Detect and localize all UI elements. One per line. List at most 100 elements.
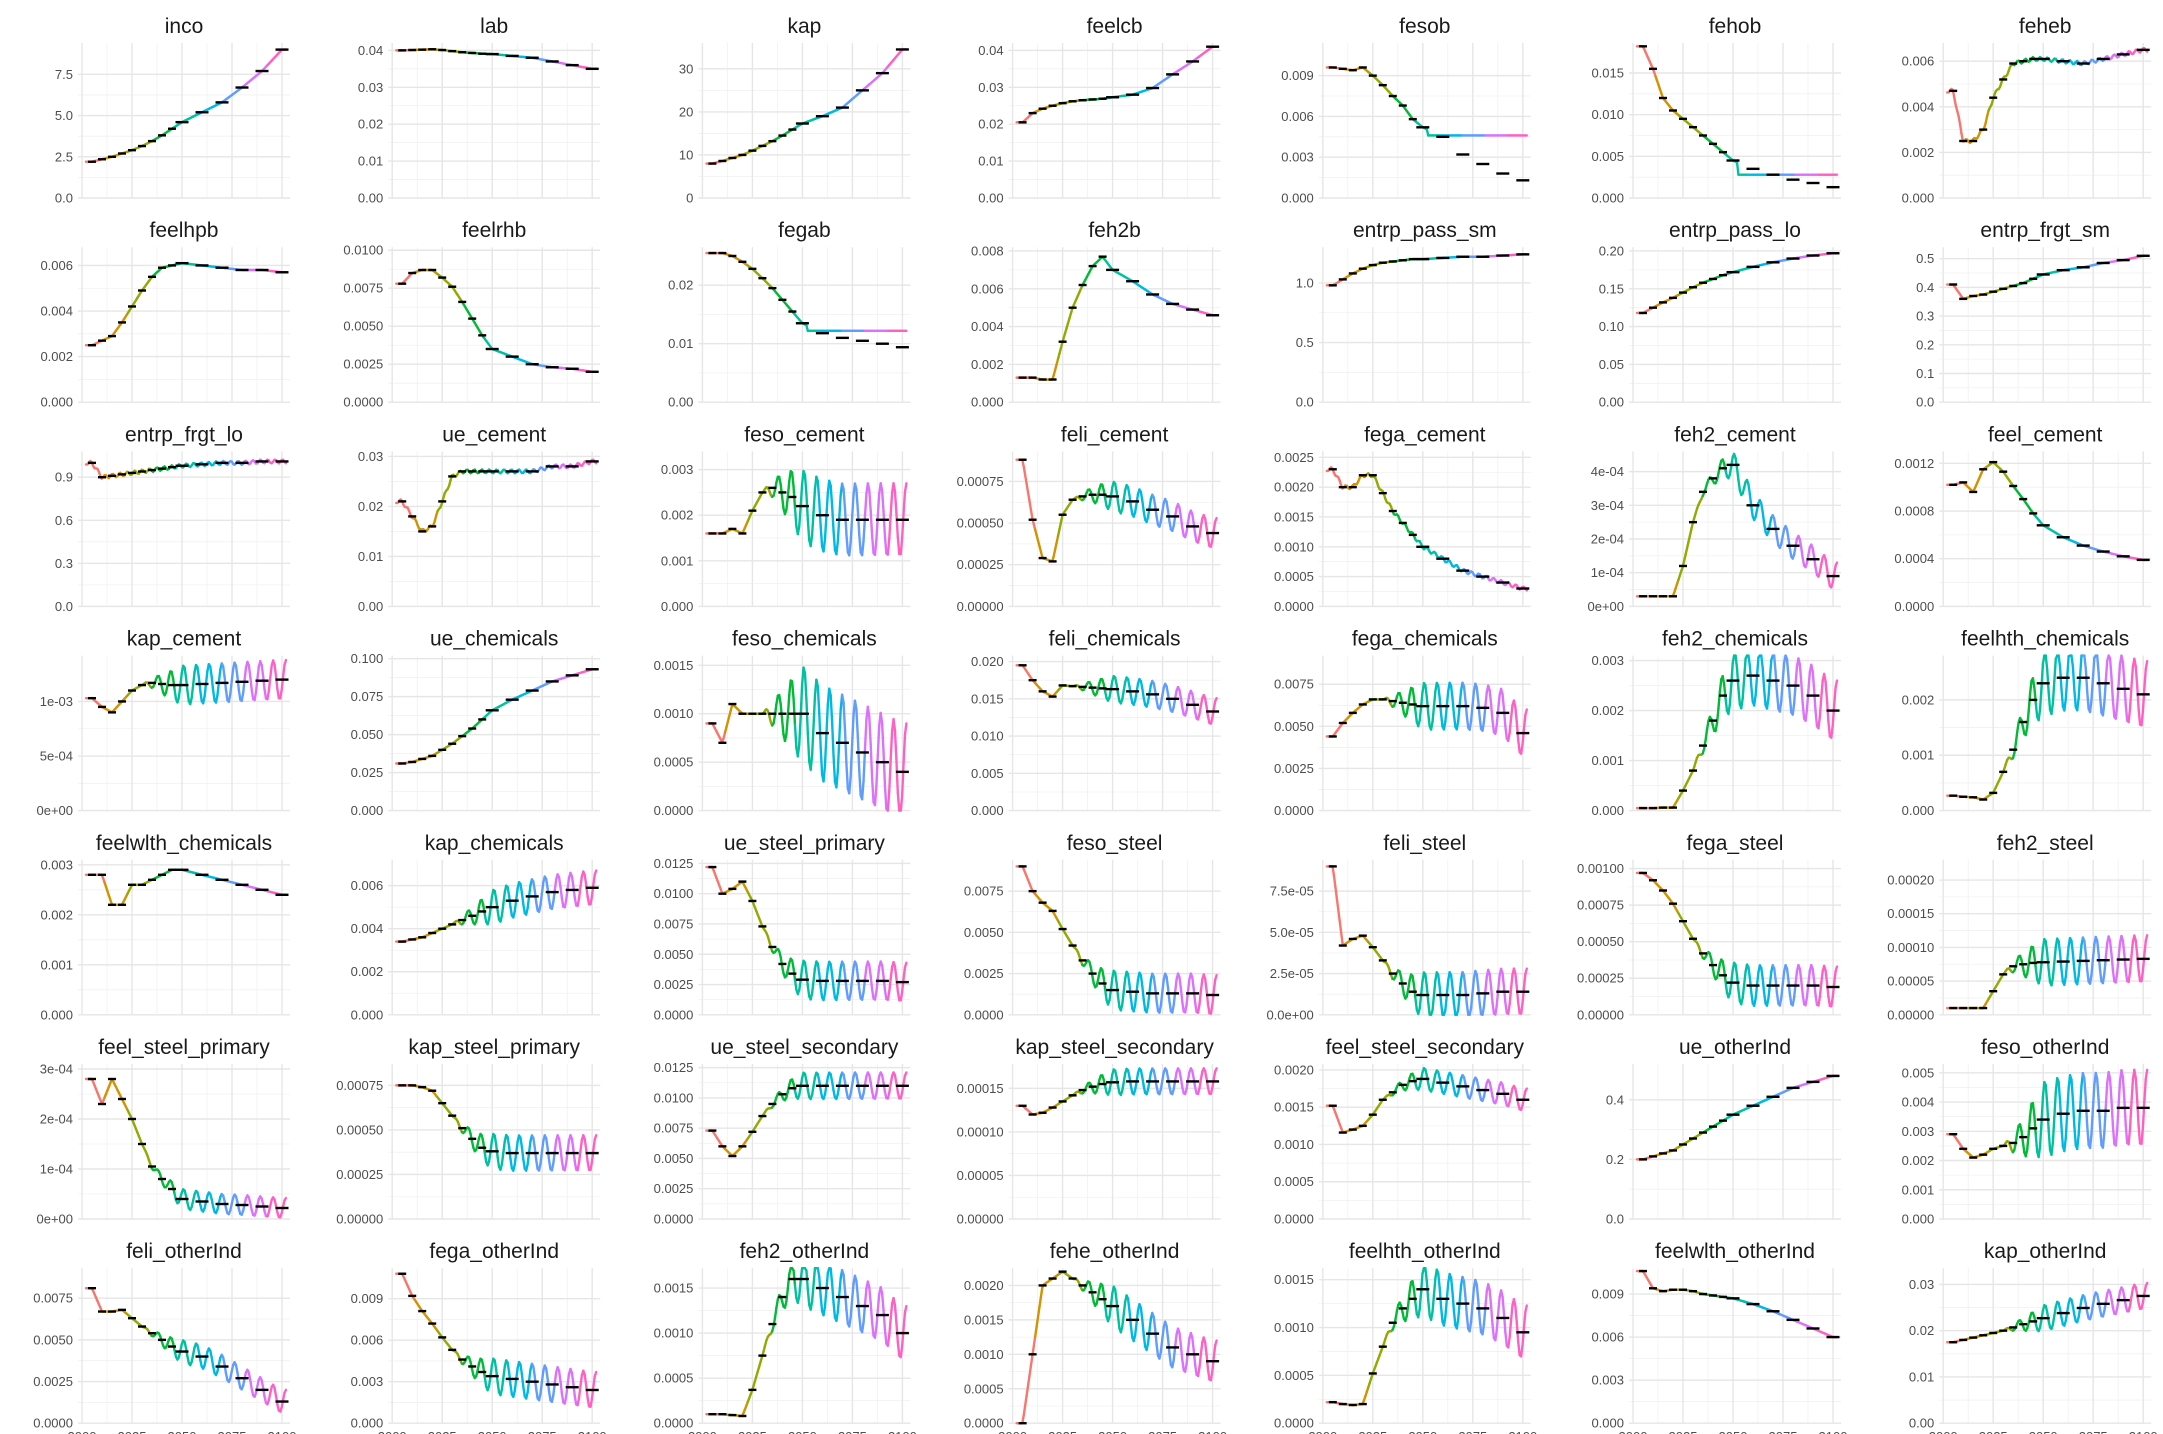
series-segment [1514, 705, 1519, 724]
y-tick-label: 0.0 [1916, 395, 1934, 410]
y-tick-label: 0.0025 [1274, 761, 1314, 776]
y-tick-label: 0.0025 [343, 357, 383, 372]
series-segment [566, 876, 571, 890]
series-segment [772, 714, 777, 725]
series-segment [2038, 686, 2043, 711]
series-segment [1178, 688, 1183, 700]
series-segment [799, 966, 804, 981]
series-segment [540, 880, 545, 895]
y-tick-label: 0e+00 [1587, 599, 1624, 614]
series-segment [1761, 666, 1766, 691]
series-segment [2140, 709, 2145, 727]
panel-title: fehob [1709, 15, 1762, 38]
series-segment [886, 790, 891, 812]
series-segment [830, 720, 835, 757]
series-segment [2144, 659, 2149, 671]
panel-kap: kap 0 10 20 30 [679, 15, 911, 206]
series-segment [779, 702, 784, 721]
series-segment [1740, 696, 1744, 710]
series-segment [203, 682, 208, 698]
series-segment [545, 877, 549, 890]
series-segment [1752, 694, 1757, 707]
panel-fega_cement: fega_cement 0.0000 0.0005 0.0010 0.0015 0.002… [1274, 423, 1531, 614]
series-segment [818, 711, 822, 749]
series-segment [856, 735, 861, 772]
series-segment [1750, 684, 1754, 703]
panel-feso_cement: feso_cement 0.000 0.001 0.002 0.003 [661, 423, 911, 614]
series-segment [1715, 707, 1720, 725]
series-segment [2064, 676, 2069, 701]
y-tick-label: 0.01 [978, 154, 1003, 169]
series-segment [796, 743, 801, 758]
series-segment [879, 711, 884, 725]
panel-title: fega_cement [1364, 423, 1486, 446]
y-tick-label: 0.000 [1902, 191, 1935, 206]
y-tick-label: 0e+00 [36, 803, 73, 818]
y-tick-label: 0.010 [1591, 107, 1624, 122]
y-tick-label: 0.0025 [654, 977, 694, 992]
series-segment [1805, 688, 1810, 711]
series-segment [849, 978, 854, 994]
series-segment [790, 680, 795, 700]
series-segment [780, 718, 785, 736]
series-segment [217, 668, 222, 684]
y-tick-label: 0.5 [1916, 251, 1934, 266]
series-segment [2050, 701, 2055, 716]
series-segment [899, 795, 904, 812]
series-segment [2065, 655, 2070, 679]
series-segment [1728, 683, 1733, 706]
series-segment [1524, 708, 1529, 717]
y-tick-label: 0.001 [661, 553, 694, 568]
series-segment [209, 665, 213, 679]
series-segment [882, 510, 887, 538]
series-segment [1481, 720, 1486, 732]
series-segment [850, 493, 855, 519]
series-segment [856, 508, 861, 536]
y-tick-label: 0 [686, 191, 693, 206]
series-segment [832, 754, 837, 783]
series-segment [2095, 654, 2100, 675]
series-segment [1126, 485, 1131, 497]
series-segment [849, 516, 854, 543]
series-segment [1747, 483, 1752, 496]
series-segment [1497, 693, 1501, 711]
series-segment [812, 487, 817, 514]
series-segment [1818, 696, 1823, 718]
series-segment [893, 729, 898, 761]
y-tick-label: 0.008 [971, 243, 1004, 258]
series-segment [2130, 665, 2135, 688]
series-segment [1025, 482, 1030, 494]
series-segment [1191, 513, 1195, 525]
series-segment [522, 903, 526, 915]
series-segment [858, 987, 862, 1000]
panel-fesob: fesob 0.000 0.003 0.006 0.009 [1281, 15, 1531, 206]
panel-feelhpb: feelhpb 0.000 0.002 0.004 0.006 [40, 219, 290, 410]
series-segment [1515, 721, 1520, 742]
panel-entrp_pass_sm: entrp_pass_sm 0.0 0.5 1.0 [1296, 219, 1531, 410]
series-segment [1801, 556, 1806, 567]
panel-feli_cement: feli_cement 0.00000 0.00025 0.00050 0.00075 [957, 423, 1221, 614]
series-segment [1517, 738, 1521, 754]
series-segment [1444, 704, 1449, 723]
series-segment [1807, 671, 1812, 692]
series-segment [880, 722, 885, 754]
panel-title: entrp_frgt_sm [1980, 219, 2110, 242]
y-tick-label: 0.0005 [654, 755, 694, 770]
y-tick-label: 0.0005 [1274, 569, 1314, 584]
series-segment [886, 990, 891, 1001]
series-segment [526, 895, 531, 910]
series-segment [1141, 499, 1145, 513]
series-segment [835, 540, 840, 556]
series-segment [1834, 561, 1839, 567]
panel-title: entrp_frgt_lo [125, 423, 243, 446]
y-tick-label: 0.002 [661, 508, 694, 523]
series-segment [829, 694, 834, 724]
series-segment [190, 683, 195, 699]
series-segment [1824, 558, 1829, 570]
y-tick-label: 0.006 [1902, 54, 1935, 69]
series-segment [1781, 527, 1786, 538]
y-tick-label: 0.00 [668, 395, 693, 410]
series-segment [2090, 677, 2095, 702]
series-segment [830, 973, 835, 990]
series-segment [812, 967, 817, 983]
